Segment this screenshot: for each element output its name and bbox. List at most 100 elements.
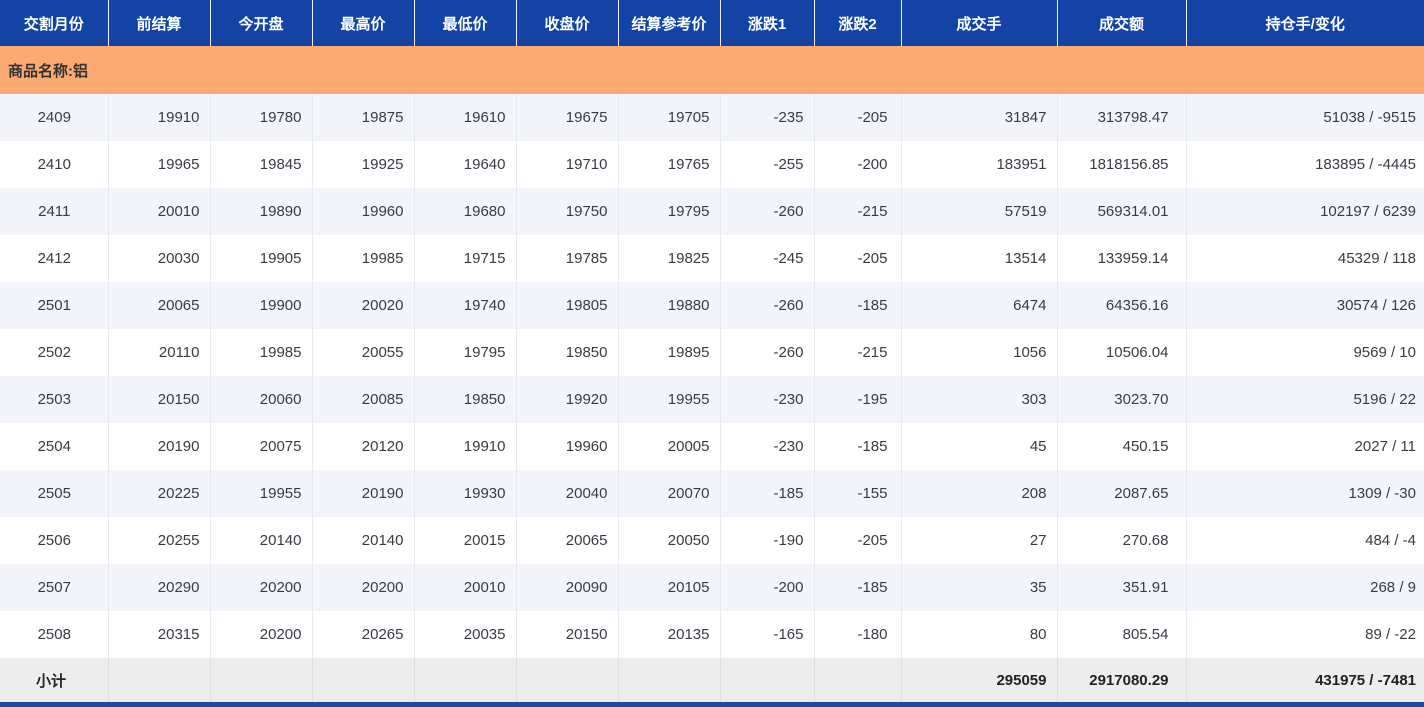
delivery-month-cell: 2410 [0,141,109,188]
table-cell: 20140 [312,517,415,564]
table-cell: -205 [814,517,902,564]
subtotal-label: 小计 [0,658,109,702]
table-cell: 3023.70 [1057,376,1187,423]
table-cell: -245 [720,235,815,282]
table-cell: 19955 [210,470,313,517]
subtotal-cell [618,658,721,702]
table-cell: 19960 [516,423,619,470]
table-cell: 20265 [312,611,415,658]
table-cell: 19910 [414,423,517,470]
subtotal-cell: 295059 [901,658,1058,702]
commodity-name-label: 商品名称:铝 [0,46,1424,94]
column-header-12: 持仓手/变化 [1186,0,1424,46]
table-cell: 89 / -22 [1186,611,1424,658]
table-cell: 2027 / 11 [1186,423,1424,470]
table-cell: 303 [901,376,1058,423]
table-cell: 20120 [312,423,415,470]
table-cell: 19985 [312,235,415,282]
table-row: 2508 20315 20200 20265 20035 20150 20135 -165 -1… [0,611,1424,658]
table-cell: -180 [814,611,902,658]
table-row: 2503 20150 20060 20085 19850 19920 19955 -230 -1… [0,376,1424,423]
table-cell: 51038 / -9515 [1186,94,1424,141]
table-cell: 19925 [312,141,415,188]
table-cell: -205 [814,235,902,282]
table-cell: 45 [901,423,1058,470]
table-cell: 19785 [516,235,619,282]
table-cell: 20055 [312,329,415,376]
table-row: 2409 19910 19780 19875 19610 19675 19705 -235 -2… [0,94,1424,141]
table-cell: 20065 [516,517,619,564]
table-cell: 313798.47 [1057,94,1187,141]
table-row: 2504 20190 20075 20120 19910 19960 20005 -230 -1… [0,423,1424,470]
table-cell: 19740 [414,282,517,329]
table-cell: -260 [720,329,815,376]
table-row: 2412 20030 19905 19985 19715 19785 19825 -245 -2… [0,235,1424,282]
table-cell: 20140 [210,517,313,564]
table-cell: 19905 [210,235,313,282]
delivery-month-cell: 2411 [0,188,109,235]
table-cell: -185 [814,282,902,329]
table-cell: 19805 [516,282,619,329]
table-cell: 20075 [210,423,313,470]
column-header-8: 涨跌1 [720,0,815,46]
table-row: 2502 20110 19985 20055 19795 19850 19895 -260 -2… [0,329,1424,376]
subtotal-cell: 431975 / -7481 [1186,658,1424,702]
table-row: 2410 19965 19845 19925 19640 19710 19765 -255 -2… [0,141,1424,188]
table-cell: -185 [720,470,815,517]
table-cell: 2087.65 [1057,470,1187,517]
table-cell: 19900 [210,282,313,329]
table-cell: 20070 [618,470,721,517]
table-cell: 19610 [414,94,517,141]
table-cell: 19985 [210,329,313,376]
delivery-month-cell: 2506 [0,517,109,564]
table-cell: 208 [901,470,1058,517]
table-cell: 20190 [312,470,415,517]
subtotal-cell [814,658,902,702]
subtotal-cell: 2917080.29 [1057,658,1187,702]
table-cell: 20200 [210,611,313,658]
table-cell: 20030 [108,235,211,282]
subtotal-cell [210,658,313,702]
delivery-month-cell: 2508 [0,611,109,658]
delivery-month-cell: 2504 [0,423,109,470]
table-cell: 10506.04 [1057,329,1187,376]
table-cell: -155 [814,470,902,517]
subtotal-cell [414,658,517,702]
table-cell: 20200 [210,564,313,611]
subtotal-cell [516,658,619,702]
column-header-7: 结算参考价 [618,0,721,46]
column-header-9: 涨跌2 [814,0,902,46]
table-cell: -165 [720,611,815,658]
table-row: 2505 20225 19955 20190 19930 20040 20070 -185 -1… [0,470,1424,517]
table-cell: 19895 [618,329,721,376]
table-cell: -260 [720,282,815,329]
table-cell: 19795 [618,188,721,235]
commodity-group-row: 商品名称:铝 [0,46,1424,94]
table-cell: -215 [814,329,902,376]
table-row: 2506 20255 20140 20140 20015 20065 20050 -190 -2… [0,517,1424,564]
table-cell: 351.91 [1057,564,1187,611]
table-cell: 19750 [516,188,619,235]
table-cell: 19715 [414,235,517,282]
column-header-1: 交割月份 [0,0,109,46]
table-cell: 57519 [901,188,1058,235]
table-cell: 20085 [312,376,415,423]
table-cell: 19955 [618,376,721,423]
table-cell: 9569 / 10 [1186,329,1424,376]
table-row: 2411 20010 19890 19960 19680 19750 19795 -260 -2… [0,188,1424,235]
table-cell: 6474 [901,282,1058,329]
table-cell: 569314.01 [1057,188,1187,235]
table-cell: 20065 [108,282,211,329]
column-header-4: 最高价 [312,0,415,46]
table-cell: 30574 / 126 [1186,282,1424,329]
table-cell: -255 [720,141,815,188]
table-cell: 20190 [108,423,211,470]
table-cell: 19890 [210,188,313,235]
table-cell: 19845 [210,141,313,188]
table-cell: 19960 [312,188,415,235]
table-cell: -200 [814,141,902,188]
table-cell: 19965 [108,141,211,188]
table-cell: 19710 [516,141,619,188]
table-cell: 19920 [516,376,619,423]
table-cell: 20020 [312,282,415,329]
